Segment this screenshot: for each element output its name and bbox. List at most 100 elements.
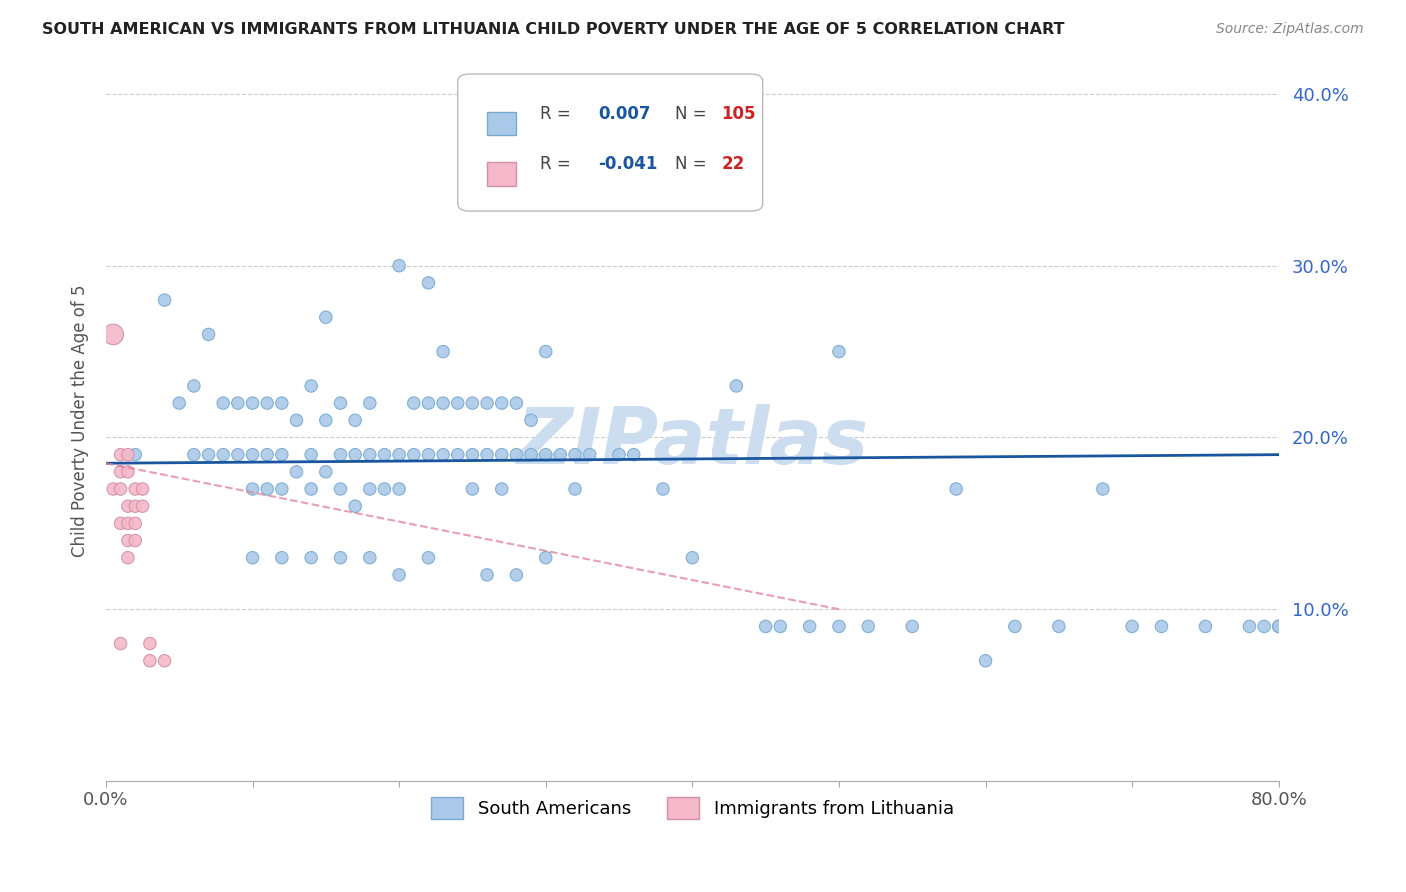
Point	[461, 448, 484, 462]
Point	[550, 448, 572, 462]
Point	[329, 448, 352, 462]
Point	[103, 327, 125, 342]
Point	[520, 448, 543, 462]
Point	[117, 465, 139, 479]
FancyBboxPatch shape	[486, 112, 516, 136]
Point	[432, 344, 454, 359]
Point	[344, 499, 367, 513]
Point	[226, 448, 249, 462]
Point	[197, 448, 219, 462]
Point	[124, 482, 146, 496]
Point	[1267, 619, 1289, 633]
Point	[828, 344, 851, 359]
Point	[110, 516, 132, 531]
Point	[299, 448, 322, 462]
Text: N =: N =	[675, 155, 706, 173]
Point	[315, 465, 337, 479]
Text: R =: R =	[540, 104, 576, 123]
Point	[1253, 619, 1275, 633]
Point	[183, 379, 205, 393]
Point	[623, 448, 645, 462]
Point	[344, 413, 367, 427]
Point	[461, 482, 484, 496]
Point	[329, 482, 352, 496]
Point	[418, 550, 440, 565]
Point	[117, 533, 139, 548]
Point	[1047, 619, 1070, 633]
Y-axis label: Child Poverty Under the Age of 5: Child Poverty Under the Age of 5	[72, 284, 89, 557]
Point	[373, 448, 395, 462]
Point	[344, 448, 367, 462]
Point	[402, 396, 425, 410]
Point	[197, 327, 219, 342]
Point	[1091, 482, 1114, 496]
Point	[475, 396, 498, 410]
Point	[226, 396, 249, 410]
Text: ZIPatlas: ZIPatlas	[516, 404, 869, 480]
Point	[270, 448, 292, 462]
Point	[256, 482, 278, 496]
Point	[564, 448, 586, 462]
Point	[359, 448, 381, 462]
Point	[131, 499, 153, 513]
Point	[491, 482, 513, 496]
Point	[432, 448, 454, 462]
Point	[578, 448, 600, 462]
Point	[299, 379, 322, 393]
Point	[131, 482, 153, 496]
Point	[1150, 619, 1173, 633]
Point	[359, 482, 381, 496]
Point	[124, 448, 146, 462]
Point	[117, 448, 139, 462]
Point	[270, 550, 292, 565]
Point	[725, 379, 748, 393]
Point	[388, 567, 411, 582]
Point	[117, 499, 139, 513]
Point	[153, 293, 176, 307]
FancyBboxPatch shape	[486, 162, 516, 186]
Point	[858, 619, 880, 633]
Point	[1239, 619, 1261, 633]
Point	[564, 482, 586, 496]
Point	[1194, 619, 1216, 633]
Point	[110, 482, 132, 496]
Point	[329, 396, 352, 410]
Point	[256, 448, 278, 462]
Point	[418, 276, 440, 290]
Point	[534, 448, 557, 462]
Point	[359, 550, 381, 565]
Point	[315, 310, 337, 325]
Point	[299, 482, 322, 496]
Point	[117, 550, 139, 565]
Point	[491, 448, 513, 462]
Point	[117, 516, 139, 531]
Point	[828, 619, 851, 633]
Point	[242, 482, 264, 496]
Text: R =: R =	[540, 155, 576, 173]
Text: SOUTH AMERICAN VS IMMIGRANTS FROM LITHUANIA CHILD POVERTY UNDER THE AGE OF 5 COR: SOUTH AMERICAN VS IMMIGRANTS FROM LITHUA…	[42, 22, 1064, 37]
Point	[373, 482, 395, 496]
Point	[242, 448, 264, 462]
Point	[1004, 619, 1026, 633]
Point	[299, 550, 322, 565]
Point	[270, 396, 292, 410]
Point	[212, 448, 235, 462]
Point	[139, 637, 162, 651]
Text: 105: 105	[721, 104, 756, 123]
Point	[153, 654, 176, 668]
Point	[475, 448, 498, 462]
Point	[183, 448, 205, 462]
Point	[124, 516, 146, 531]
Point	[945, 482, 967, 496]
Point	[242, 396, 264, 410]
Point	[534, 344, 557, 359]
Point	[475, 567, 498, 582]
Point	[388, 482, 411, 496]
Point	[418, 448, 440, 462]
Point	[681, 550, 703, 565]
Point	[388, 448, 411, 462]
Point	[461, 396, 484, 410]
Point	[139, 654, 162, 668]
Point	[256, 396, 278, 410]
Point	[769, 619, 792, 633]
